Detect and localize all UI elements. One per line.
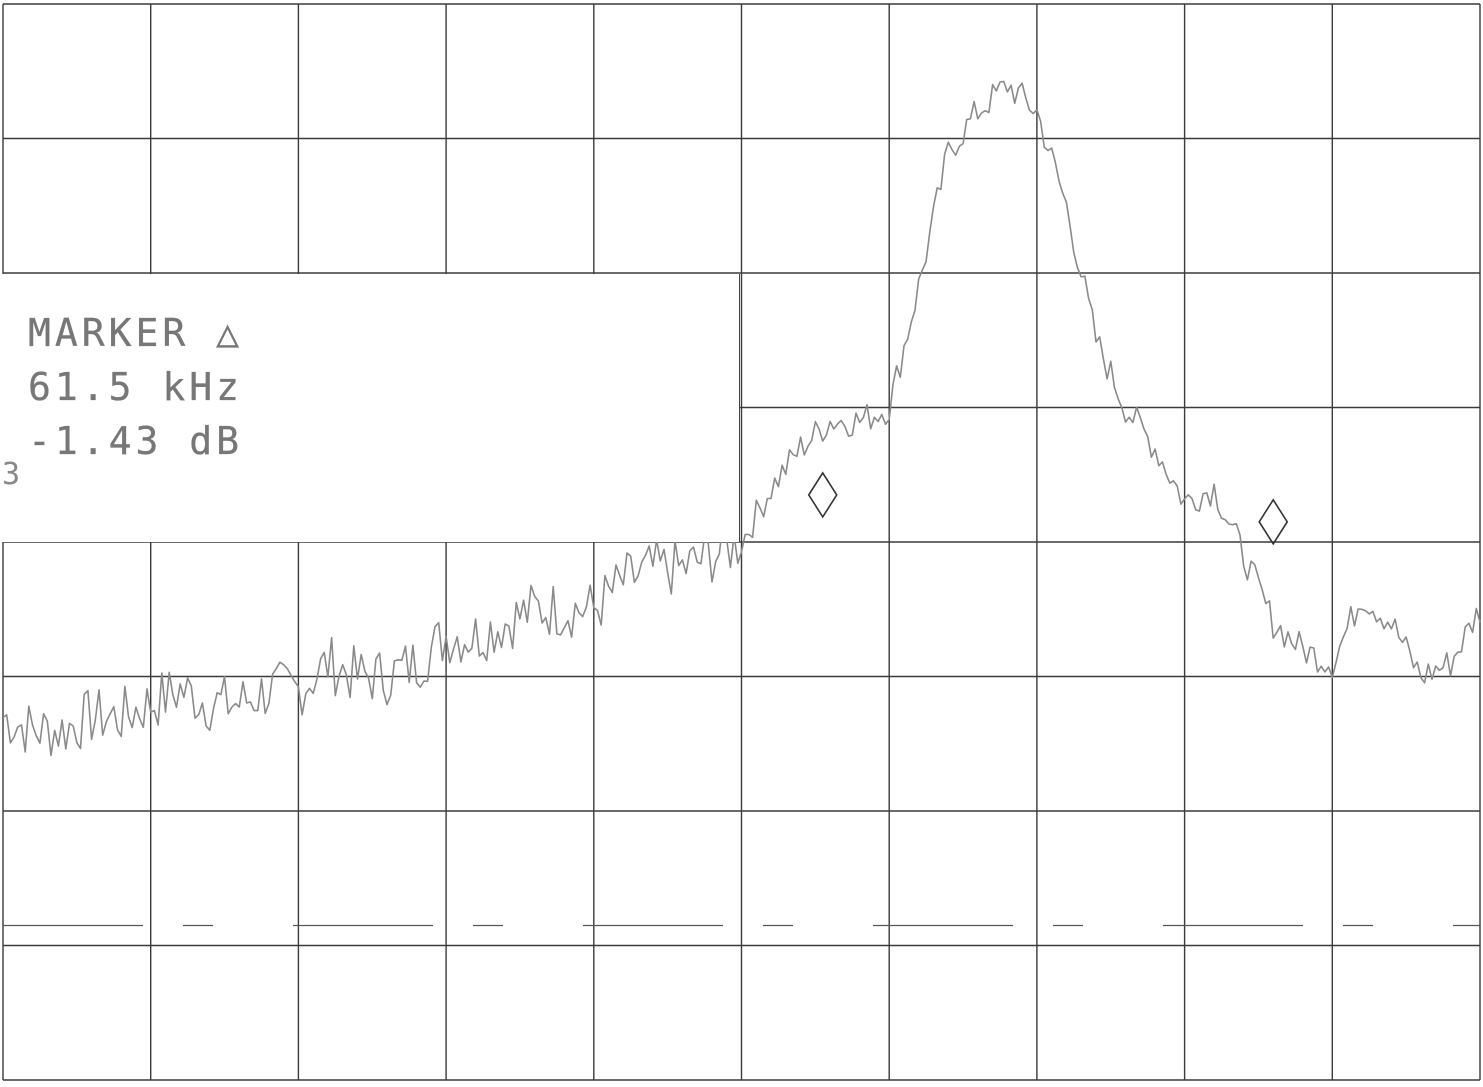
edge-label: 3 [2,457,21,492]
marker-amplitude-delta: -1.43 dB [28,419,244,463]
marker-group [807,471,1289,546]
graticule-grid [2,3,1481,1081]
spectrum-trace [2,80,1481,757]
marker-frequency-delta: 61.5 kHz [28,365,244,409]
marker-readout-box: MARKER △ 61.5 kHz -1.43 dB 3 [0,274,740,542]
delta-marker-diamond [1258,498,1289,546]
marker-title: MARKER △ [28,311,244,355]
reference-marker-diamond [807,471,838,519]
